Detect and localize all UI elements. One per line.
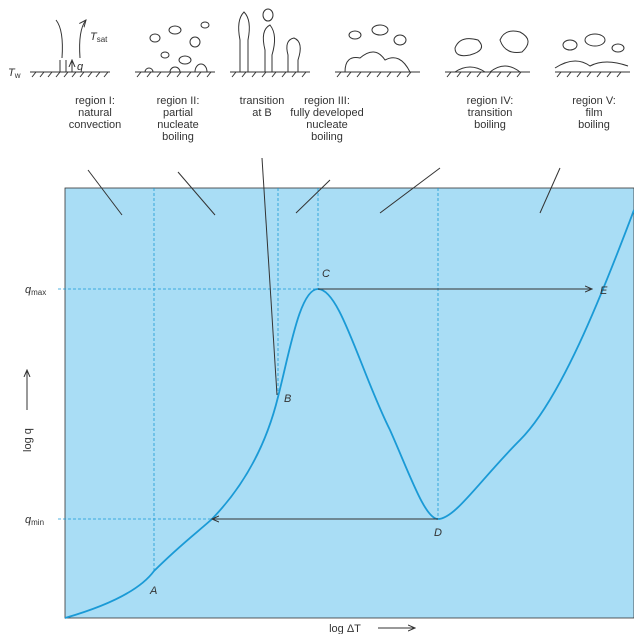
point-label: B: [284, 393, 291, 405]
region-label: region V:: [572, 95, 616, 107]
region-label: region IV:: [467, 95, 514, 107]
q-min-label: qmin: [25, 514, 44, 527]
x-axis-label: log ΔT: [329, 623, 361, 634]
subscript: min: [31, 518, 44, 527]
subscript: sat: [97, 35, 108, 44]
region-label: partial: [163, 107, 193, 119]
symbol: T: [90, 31, 98, 43]
pointer-lines: [87, 157, 561, 396]
region-label: convection: [69, 119, 122, 131]
region-label: transition: [468, 107, 513, 119]
point-label: A: [149, 585, 157, 597]
region-label: at B: [252, 107, 272, 119]
region-label: boiling: [474, 119, 506, 131]
region-label: boiling: [162, 131, 194, 143]
subscript: max: [31, 288, 46, 297]
sat-temp: Tsat: [90, 31, 108, 44]
region-label: region I:: [75, 95, 115, 107]
region-label: region III:: [304, 95, 350, 107]
flux-label: q: [77, 61, 84, 73]
region-label: natural: [78, 107, 112, 119]
wall-temp: Tw: [8, 67, 21, 80]
region-label: boiling: [311, 131, 343, 143]
point-label: E: [600, 285, 608, 297]
symbol: T: [8, 67, 16, 79]
region-label: boiling: [578, 119, 610, 131]
region-label: fully developed: [290, 107, 363, 119]
guides: [58, 188, 439, 571]
point-label: C: [322, 268, 330, 280]
region-label: nucleate: [306, 119, 348, 131]
boiling-curve: [64, 209, 634, 619]
region-label: film: [585, 107, 602, 119]
point-label: D: [434, 527, 442, 539]
symbol: q: [25, 284, 32, 296]
region-label: nucleate: [157, 119, 199, 131]
region-label: region II:: [157, 95, 200, 107]
y-axis-label: log q: [22, 428, 34, 452]
sketches: [30, 8, 630, 78]
subscript: w: [14, 71, 21, 80]
plot-area: [64, 187, 634, 619]
region-label: transition: [240, 95, 285, 107]
q-max-label: qmax: [25, 284, 46, 297]
symbol: q: [25, 514, 32, 526]
